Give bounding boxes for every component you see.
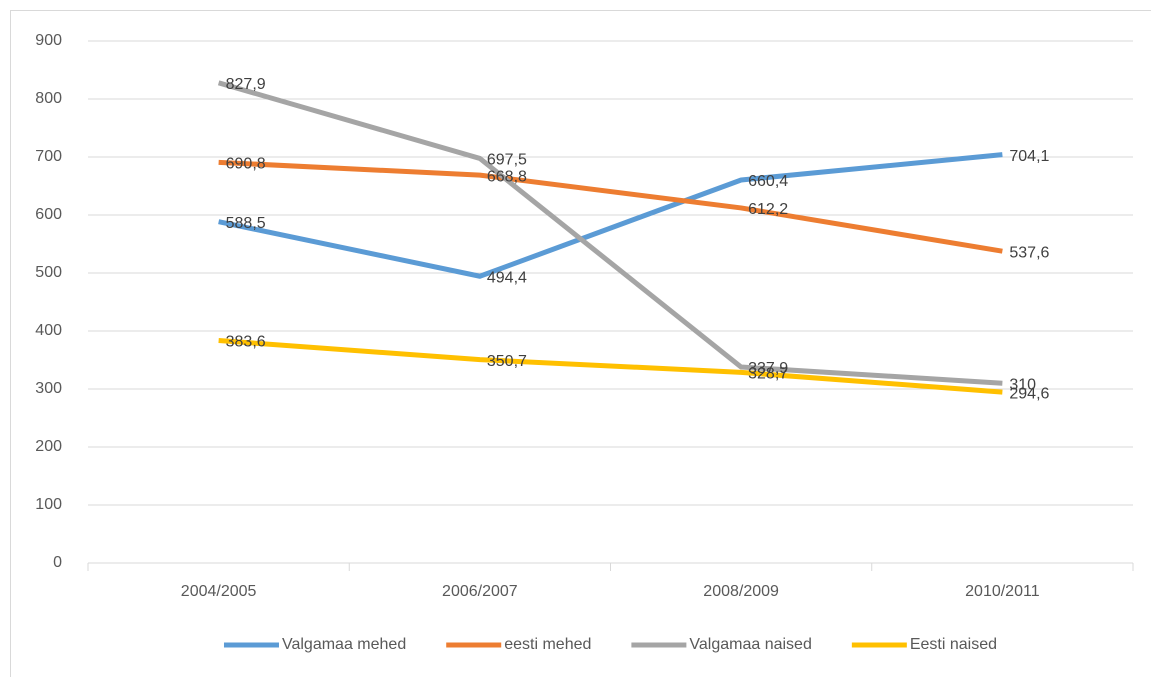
x-tick-label: 2006/2007 xyxy=(442,583,518,600)
series-line xyxy=(218,159,1003,254)
y-tick-label: 300 xyxy=(35,380,62,397)
data-label: 328,7 xyxy=(748,366,788,383)
y-tick-label: 800 xyxy=(35,90,62,107)
data-label: 668,8 xyxy=(487,168,527,185)
y-tick-label: 400 xyxy=(35,322,62,339)
y-tick-label: 500 xyxy=(35,264,62,281)
x-tick-label: 2004/2005 xyxy=(181,583,257,600)
chart-frame xyxy=(10,10,1151,677)
y-tick-label: 0 xyxy=(53,554,62,571)
data-label: 704,1 xyxy=(1009,148,1049,165)
series-line xyxy=(218,338,1003,395)
legend-label: Valgamaa naised xyxy=(689,636,811,653)
x-tick-label: 2010/2011 xyxy=(965,583,1040,600)
x-tick-label: 2008/2009 xyxy=(703,583,779,600)
y-tick-label: 900 xyxy=(35,32,62,49)
data-label: 294,6 xyxy=(1009,385,1049,402)
series-line xyxy=(217,80,1003,386)
series-line xyxy=(218,152,1003,279)
y-tick-label: 200 xyxy=(35,438,62,455)
data-label: 690,8 xyxy=(226,156,266,173)
data-label: 383,6 xyxy=(226,334,266,351)
data-label: 660,4 xyxy=(748,173,788,190)
y-tick-label: 600 xyxy=(35,206,62,223)
data-label: 588,5 xyxy=(226,215,266,232)
legend-label: Eesti naised xyxy=(910,636,997,653)
data-label: 350,7 xyxy=(487,353,527,370)
data-label: 310 xyxy=(1009,376,1036,393)
y-tick-label: 700 xyxy=(35,148,62,165)
data-label: 337,9 xyxy=(748,360,788,377)
y-tick-label: 100 xyxy=(35,496,62,513)
legend-label: eesti mehed xyxy=(504,636,591,653)
legend-label: Valgamaa mehed xyxy=(282,636,406,653)
data-label: 494,4 xyxy=(487,269,527,286)
data-label: 827,9 xyxy=(226,76,266,93)
data-label: 537,6 xyxy=(1009,244,1049,261)
data-label: 612,2 xyxy=(748,201,788,218)
data-label: 697,5 xyxy=(487,152,527,169)
